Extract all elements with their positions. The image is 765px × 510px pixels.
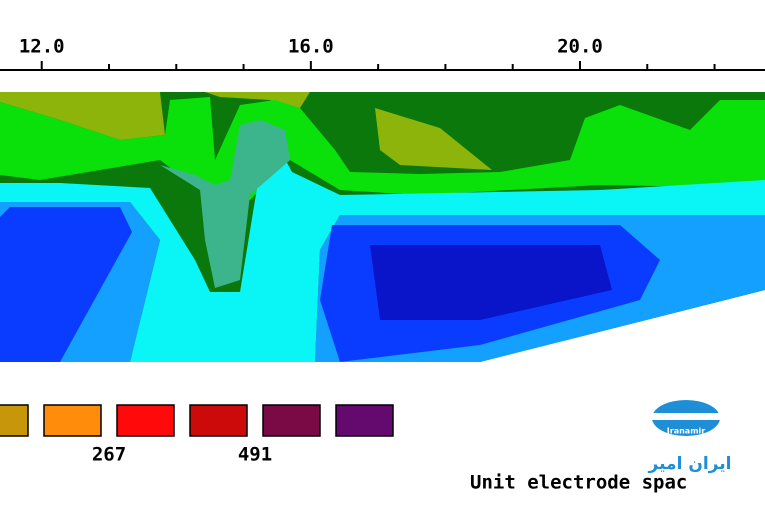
zone-blue	[0, 207, 132, 362]
x-axis-label: Unit electrode spac	[470, 472, 687, 494]
zone-dark-blue	[370, 245, 612, 320]
zone-olive	[0, 92, 165, 140]
zone-teal	[160, 120, 290, 288]
zone-olive	[375, 108, 492, 170]
watermark-text: ایران امیر	[648, 454, 732, 474]
watermark: Iranamir ایران امیر	[648, 400, 732, 474]
legend-swatch	[116, 404, 175, 437]
zone-cyan	[0, 128, 765, 362]
x-tick-label: 20.0	[557, 36, 603, 58]
legend-swatch	[0, 404, 29, 437]
legend-label: 267	[92, 444, 126, 466]
legend-swatch	[189, 404, 248, 437]
x-tick-label: 16.0	[288, 36, 334, 58]
legend-swatch	[262, 404, 321, 437]
logo-text: Iranamir	[667, 427, 705, 436]
logo-band	[652, 413, 720, 420]
x-tick-label: 12.0	[19, 36, 65, 58]
legend-swatch	[43, 404, 102, 437]
legend-label: 491	[238, 444, 272, 466]
legend-swatch	[335, 404, 394, 437]
zone-olive	[205, 92, 310, 108]
contour-field	[0, 92, 765, 362]
